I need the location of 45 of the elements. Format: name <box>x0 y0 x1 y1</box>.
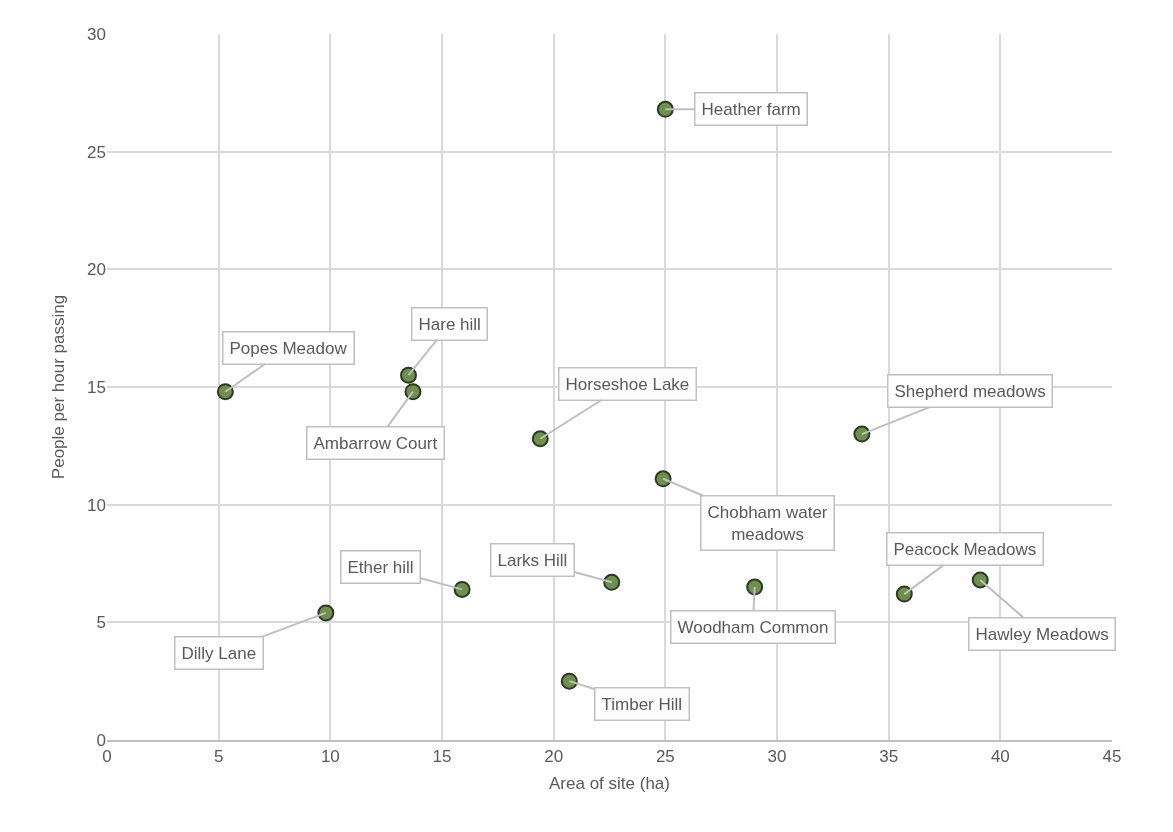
annotation: Horseshoe Lake <box>565 374 690 394</box>
x-tick-label: 15 <box>432 747 452 767</box>
x-tick-label: 45 <box>1102 747 1122 767</box>
x-axis-title: Area of site (ha) <box>549 774 670 794</box>
point <box>895 585 913 603</box>
point <box>656 100 674 118</box>
x-tick-label: 40 <box>990 747 1010 767</box>
annotation: Dilly Lane <box>181 643 257 663</box>
x-tick-label: 30 <box>767 747 787 767</box>
annotation: Heather farm <box>701 99 801 119</box>
annotation: Peacock Meadows <box>893 539 1037 559</box>
x-tick-label: 10 <box>320 747 340 767</box>
point <box>400 366 417 384</box>
point <box>531 430 549 448</box>
point <box>317 604 335 622</box>
point <box>453 580 471 598</box>
point <box>654 470 672 488</box>
annotation: Hare hill <box>418 314 481 334</box>
x-tick-label: 5 <box>213 747 224 767</box>
annotation: Ether hill <box>347 557 414 577</box>
annotation: Hawley Meadows <box>975 624 1109 644</box>
x-tick-label: 25 <box>655 747 675 767</box>
annotation: Popes Meadow <box>229 338 348 358</box>
y-tick-label: 0 <box>96 730 106 750</box>
point <box>216 383 234 401</box>
annotation: Timber Hill <box>601 694 683 714</box>
annotation: Chobham water meadows <box>707 502 828 544</box>
annotation: Woodham Common <box>677 617 829 637</box>
y-tick-label: 5 <box>96 613 106 633</box>
y-tick-label: 15 <box>87 377 106 397</box>
y-axis-title: People per hour passing <box>48 294 68 480</box>
annotation: Larks Hill <box>497 550 568 570</box>
annotation: Ambarrow Court <box>313 433 438 453</box>
y-tick-label: 25 <box>87 142 106 162</box>
y-tick-label: 30 <box>87 24 106 44</box>
x-tick-label: 35 <box>879 747 899 767</box>
annotation: Shepherd meadows <box>894 381 1046 401</box>
point <box>746 578 764 596</box>
point <box>404 383 422 401</box>
point <box>603 573 621 591</box>
x-tick-label: 20 <box>544 747 564 767</box>
y-tick-label: 20 <box>87 260 106 280</box>
point <box>971 571 989 589</box>
point <box>853 425 871 443</box>
y-tick-label: 10 <box>87 495 106 515</box>
